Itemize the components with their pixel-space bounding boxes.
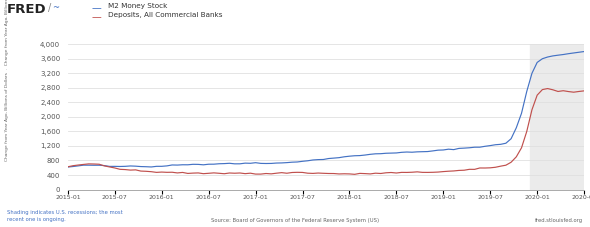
Text: —: — (91, 3, 101, 13)
Text: Change from Year Ago, Billions of Dollars  .  Change from Year Ago, Billions of : Change from Year Ago, Billions of Dollar… (5, 0, 9, 161)
Text: Source: Board of Governors of the Federal Reserve System (US): Source: Board of Governors of the Federa… (211, 218, 379, 223)
Text: —: — (91, 12, 101, 22)
Text: /: / (48, 3, 52, 13)
Text: ~: ~ (52, 3, 59, 12)
Text: M2 Money Stock: M2 Money Stock (108, 3, 168, 9)
Text: FRED: FRED (7, 3, 47, 16)
Text: Deposits, All Commercial Banks: Deposits, All Commercial Banks (108, 12, 222, 18)
Bar (530, 44, 590, 190)
Text: Shading indicates U.S. recessions; the most
recent one is ongoing.: Shading indicates U.S. recessions; the m… (7, 210, 123, 222)
Text: fred.stlouisfed.org: fred.stlouisfed.org (535, 218, 583, 223)
